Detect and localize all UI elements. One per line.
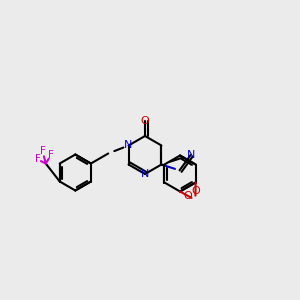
Text: F: F <box>35 154 41 164</box>
Text: F: F <box>40 146 46 157</box>
Text: N: N <box>141 169 149 179</box>
Text: F: F <box>48 151 54 160</box>
Text: O: O <box>141 116 149 126</box>
Text: O: O <box>191 186 200 196</box>
Text: N: N <box>124 140 133 151</box>
Text: N: N <box>187 150 195 160</box>
Text: O: O <box>183 191 192 201</box>
